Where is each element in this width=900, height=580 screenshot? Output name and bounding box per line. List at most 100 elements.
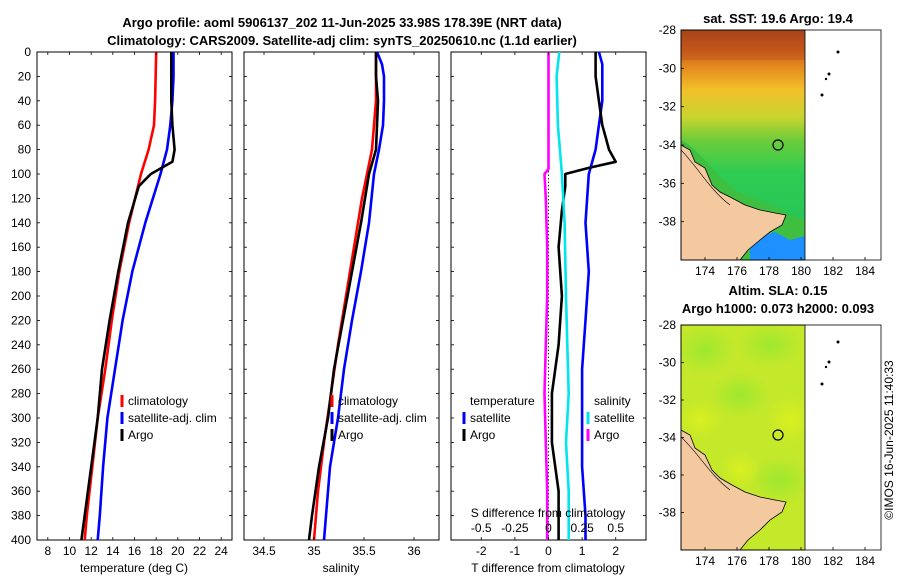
legend-satellite-label: satellite-adj. clim bbox=[338, 411, 427, 425]
x-tick-label: 36 bbox=[407, 544, 421, 558]
lat-tick-label: -36 bbox=[659, 468, 677, 482]
series-line-climatology bbox=[83, 51, 158, 541]
imos-credit: ©IMOS 16-Jun-2025 11:40:33 bbox=[882, 360, 896, 520]
x-tick-label: -2 bbox=[476, 544, 487, 558]
depth-tick-label: 80 bbox=[18, 143, 32, 157]
s-tick-labels: -0.5 -0.25 0 0.25 0.5 bbox=[471, 521, 624, 535]
depth-tick-label: 0 bbox=[24, 45, 31, 59]
island-dot bbox=[827, 360, 831, 364]
lon-tick-label: 182 bbox=[823, 554, 843, 568]
salinity-panel-frame bbox=[243, 51, 440, 541]
depth-tick-label: 20 bbox=[18, 69, 32, 83]
s-tick-label: -0.5 bbox=[471, 521, 492, 535]
depth-tick-label: 60 bbox=[18, 118, 32, 132]
legend-argo-label: Argo bbox=[338, 428, 364, 442]
kermadec-islands bbox=[820, 50, 840, 97]
x-tick-label: 35 bbox=[307, 544, 321, 558]
kermadec-islands bbox=[820, 340, 840, 386]
s-tick-label: 0 bbox=[545, 521, 552, 535]
x-tick-label: 12 bbox=[84, 544, 98, 558]
island-dot bbox=[827, 72, 831, 76]
lon-tick-label: 184 bbox=[855, 554, 875, 568]
x-tick-label: 18 bbox=[149, 544, 163, 558]
x-tick-label: 8 bbox=[44, 544, 51, 558]
island-dot bbox=[836, 50, 840, 54]
series-line-s-satellite bbox=[555, 51, 571, 540]
lon-tick-label: 184 bbox=[855, 264, 875, 278]
sst-argo-location-marker bbox=[772, 139, 784, 151]
s-tick-label: 0.5 bbox=[607, 521, 624, 535]
sst-cold-patch bbox=[750, 232, 805, 260]
series-line-argo bbox=[307, 52, 380, 541]
x-tick-label: 1 bbox=[579, 544, 586, 558]
depth-tick-label: 200 bbox=[11, 289, 31, 303]
lat-tick-label: -38 bbox=[659, 506, 677, 520]
legend-t-argo-label: Argo bbox=[470, 428, 496, 442]
depth-tick-label: 100 bbox=[11, 167, 31, 181]
depth-tick-label: 360 bbox=[11, 484, 31, 498]
island-dot bbox=[824, 365, 828, 369]
lon-tick-label: 176 bbox=[727, 264, 747, 278]
legend-s-argo-label: Argo bbox=[594, 428, 620, 442]
x-tick-layer: 8 10 12 14 16 18 20 22 24 34.5 35 35.5 36 -2 -1 0 1 2 bbox=[37, 51, 646, 558]
series-line-t-argo bbox=[550, 52, 618, 540]
lat-tick-label: -32 bbox=[659, 100, 677, 114]
depth-tick-label: 160 bbox=[11, 240, 31, 254]
lon-tick-label: 174 bbox=[695, 264, 715, 278]
lon-tick-label: 174 bbox=[695, 554, 715, 568]
lat-tick-label: -36 bbox=[659, 176, 677, 190]
legend-satellite-label: satellite-adj. clim bbox=[128, 411, 217, 425]
depth-tick-label: 320 bbox=[11, 435, 31, 449]
legend-climatology-label: climatology bbox=[128, 394, 188, 408]
x-tick-label: 0 bbox=[545, 544, 552, 558]
lat-tick-label: -30 bbox=[659, 356, 677, 370]
sla-blob bbox=[750, 456, 805, 504]
salinity-legend: climatology satellite-adj. clim Argo bbox=[330, 394, 427, 442]
sla-argo-location-marker bbox=[772, 429, 784, 441]
depth-tick-label: 400 bbox=[11, 533, 31, 547]
depth-tick-label: 260 bbox=[11, 362, 31, 376]
series-line-climatology bbox=[312, 52, 378, 541]
sla-blob bbox=[710, 373, 770, 417]
lon-tick-label: 182 bbox=[823, 264, 843, 278]
sst-map-title: sat. SST: 19.6 Argo: 19.4 bbox=[703, 11, 854, 26]
x-tick-label: 24 bbox=[214, 544, 228, 558]
difference-legend: temperature satellite Argo salinity sate… bbox=[462, 394, 635, 442]
depth-tick-label: 120 bbox=[11, 191, 31, 205]
depth-tick-label: 280 bbox=[11, 387, 31, 401]
nz-landmass bbox=[681, 429, 787, 550]
x-tick-label: 16 bbox=[128, 544, 142, 558]
depth-tick-label: 180 bbox=[11, 265, 31, 279]
lat-tick-label: -30 bbox=[659, 61, 677, 75]
island-dot bbox=[836, 340, 840, 344]
x-tick-label: -1 bbox=[510, 544, 521, 558]
sla-blob bbox=[720, 450, 760, 490]
x-tick-label: 2 bbox=[612, 544, 619, 558]
depth-tick-label: 340 bbox=[11, 460, 31, 474]
bathymetry-contour bbox=[681, 436, 731, 491]
series-line-satellite-adj-clim bbox=[96, 52, 175, 541]
island-dot bbox=[820, 382, 824, 386]
s-tick-label: -0.25 bbox=[501, 521, 529, 535]
series-line-s-argo bbox=[543, 52, 550, 540]
s-tick-label: 0.25 bbox=[570, 521, 594, 535]
temperature-panel-frame bbox=[36, 51, 233, 541]
sst-map-image bbox=[681, 30, 805, 260]
temperature-axis-label: temperature (deg C) bbox=[80, 561, 188, 575]
depth-tick-label: 380 bbox=[11, 509, 31, 523]
lat-tick-label: -28 bbox=[659, 318, 677, 332]
x-tick-label: 20 bbox=[171, 544, 185, 558]
legend-climatology-label: climatology bbox=[338, 394, 398, 408]
depth-tick-label: 140 bbox=[11, 216, 31, 230]
sla-map-title-line2: Argo h1000: 0.073 h2000: 0.093 bbox=[682, 301, 874, 316]
depth-tick-label: 240 bbox=[11, 338, 31, 352]
legend-argo-label: Argo bbox=[128, 428, 154, 442]
legend-salinity-header: salinity bbox=[594, 394, 631, 408]
lat-tick-label: -38 bbox=[659, 215, 677, 229]
lon-tick-label: 176 bbox=[727, 554, 747, 568]
x-tick-label: 14 bbox=[106, 544, 120, 558]
x-tick-label: 34.5 bbox=[252, 544, 276, 558]
lat-tick-label: -34 bbox=[659, 431, 677, 445]
depth-axis-labels: 0 20 40 60 80 100 120 140 160 180 200 220 240 260 280 3… bbox=[11, 45, 31, 547]
